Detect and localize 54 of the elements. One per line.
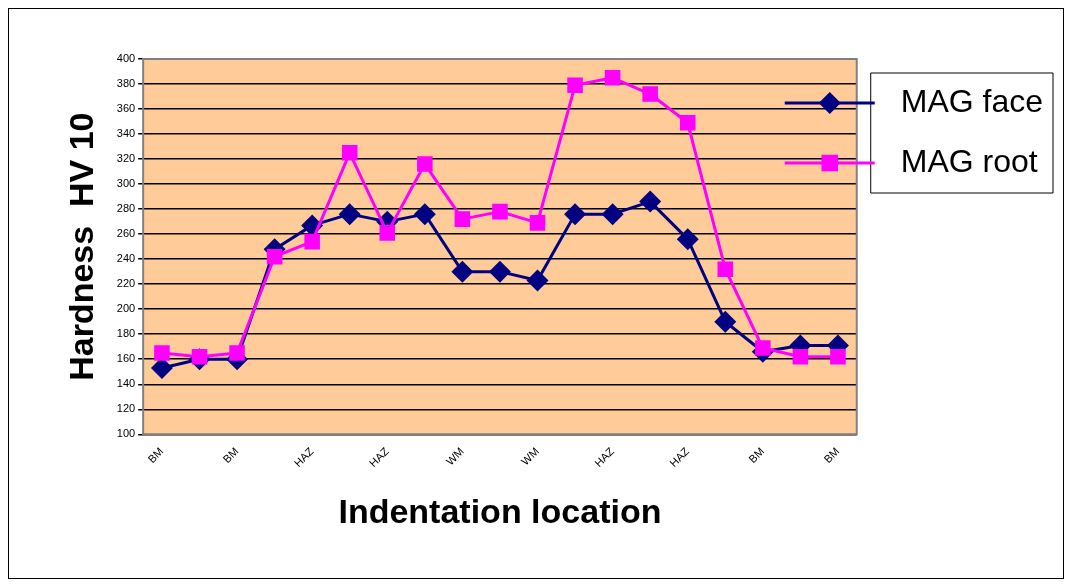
x-axis-title: Indentation location [338, 491, 662, 530]
point [379, 225, 396, 241]
y-tick-label: 320 [116, 152, 136, 165]
point [526, 269, 549, 292]
point [642, 86, 658, 102]
y-tick-label: 360 [116, 102, 136, 115]
point [341, 145, 358, 161]
point [639, 190, 662, 213]
point [413, 203, 436, 226]
point [154, 345, 170, 361]
point [564, 203, 587, 226]
y-tick-label: 260 [116, 227, 136, 240]
point [604, 69, 621, 86]
x-tick-label: BM [145, 445, 166, 466]
point [304, 233, 320, 250]
x-tick-label: BM [746, 445, 767, 466]
y-tick-label: 300 [116, 177, 136, 190]
y-tick-label: 380 [116, 77, 136, 90]
y-tick-label: 160 [116, 352, 136, 365]
y-tick-label: 220 [116, 277, 136, 290]
point [266, 248, 283, 265]
point [338, 203, 361, 226]
y-tick-label: 100 [116, 427, 136, 440]
x-tick-label: WM [518, 445, 542, 468]
point [529, 215, 546, 231]
y-tick-label: 200 [116, 302, 136, 315]
y-tick-label: 280 [116, 202, 136, 215]
y-axis-title: Hardness HV 10 [61, 112, 100, 381]
y-tick-label: 400 [116, 52, 136, 65]
point [792, 348, 809, 365]
point [492, 203, 508, 220]
y-tick-label: 240 [116, 252, 136, 265]
y-tick-label: 340 [116, 127, 136, 140]
point [717, 261, 734, 277]
x-tick-label: BM [821, 445, 842, 466]
point [755, 340, 771, 356]
legend-label: MAG face [900, 82, 1043, 119]
point [488, 260, 511, 283]
x-tick-label: BM [220, 445, 241, 466]
point [601, 203, 624, 226]
point [830, 348, 846, 365]
point [229, 345, 245, 361]
x-tick-label: WM [443, 445, 466, 468]
point [417, 156, 433, 172]
point [676, 228, 699, 251]
point [679, 115, 696, 131]
y-tick-label: 180 [116, 327, 136, 340]
point [454, 211, 471, 227]
point [451, 260, 474, 283]
point [567, 77, 583, 94]
y-tick-label: 140 [116, 377, 136, 390]
y-tick-label: 120 [116, 402, 136, 415]
legend-label: MAG root [900, 142, 1038, 179]
point [714, 310, 737, 333]
